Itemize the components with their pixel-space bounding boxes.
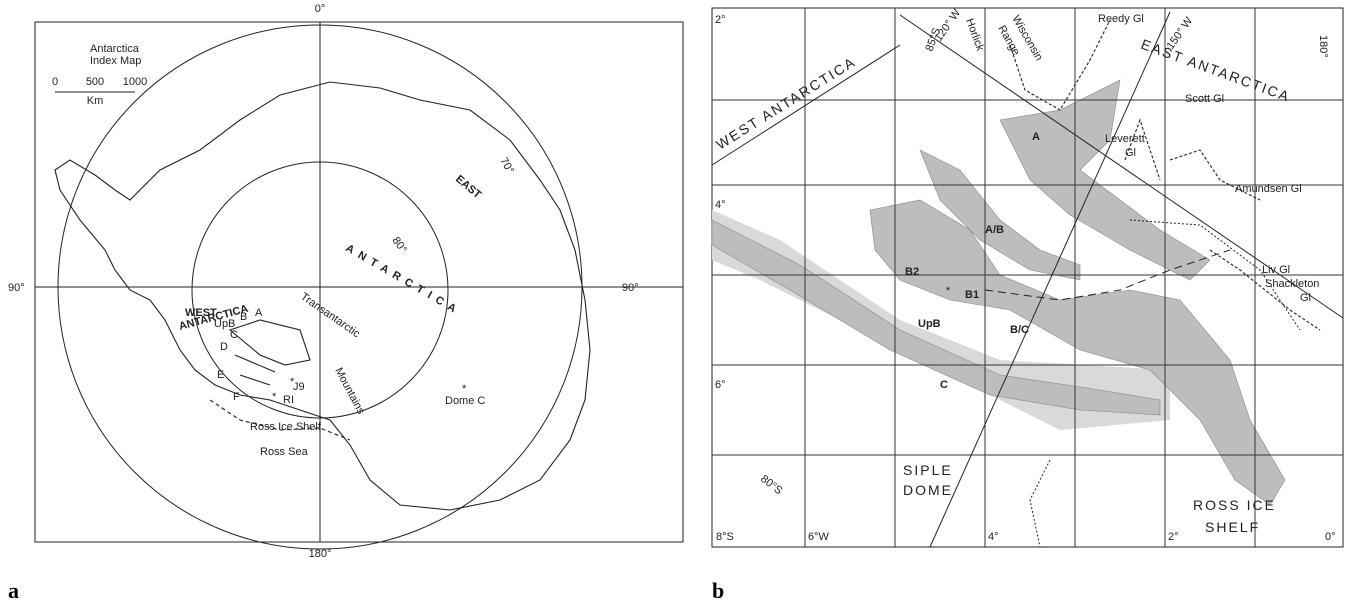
region-label: DOME	[903, 482, 953, 498]
grid-label: 4°	[988, 531, 999, 543]
map-title: Index Map	[90, 55, 141, 67]
scale-tick: 500	[86, 76, 104, 88]
ice-stream-label: D	[220, 341, 228, 353]
ice-stream-label: F	[233, 391, 240, 403]
site-marker: *	[272, 391, 277, 403]
scale-tick: 0	[52, 76, 58, 88]
panel-label: a	[8, 578, 19, 603]
site-marker: *	[946, 285, 951, 297]
ice-stream-label: A	[1032, 131, 1040, 143]
feature-label: Ross Ice Shelf	[250, 421, 322, 433]
ice-stream-label: C	[940, 379, 948, 391]
glacier-label: Liv Gl	[1262, 264, 1290, 276]
longitude-label: 180°	[309, 548, 332, 560]
ice-streams-outline	[230, 320, 310, 385]
glacier-label: Gl	[1125, 147, 1136, 159]
longitude-label: 0°	[315, 3, 326, 15]
region-label: WEST ANTARCTICA	[713, 53, 859, 152]
ice-stream-label: B/C	[1010, 324, 1029, 336]
figure: 0° 90° 90° 180° 70° 80° Antarctica Index…	[0, 0, 1358, 603]
region-label: EAST	[453, 173, 483, 201]
scale-tick: 1000	[123, 76, 147, 88]
meridian-label: 180°	[1317, 35, 1329, 58]
scale-unit: Km	[87, 95, 104, 107]
ice-stream-label: UpB	[918, 318, 941, 330]
panel-b: 2° 4° 6° 8°S 6°W 4° 2° 0° 85°S 120° W 15…	[712, 7, 1343, 603]
grid-label: 2°	[715, 14, 726, 26]
glacier-label: Scott Gl	[1185, 93, 1224, 105]
panel-a: 0° 90° 90° 180° 70° 80° Antarctica Index…	[8, 3, 683, 603]
site-marker: *	[462, 383, 467, 395]
grid-label: 6°W	[808, 531, 830, 543]
glacier-label: Amundsen Gl	[1235, 183, 1302, 195]
ice-stream-label: A/B	[985, 224, 1004, 236]
meridian-label: 120° W	[933, 7, 964, 44]
region-label: ROSS ICE	[1193, 497, 1276, 513]
longitude-label: 90°	[8, 282, 25, 294]
glacier-label: Leverett	[1105, 133, 1145, 145]
grid-label: 4°	[715, 199, 726, 211]
latitude-label: 70°	[497, 156, 516, 176]
ice-stream-label: A	[255, 307, 263, 319]
ice-stream-label: B1	[965, 289, 979, 301]
feature-label: Dome C	[445, 395, 485, 407]
site-label: RI	[283, 394, 294, 406]
region-label: ANTARCTICA	[344, 242, 464, 318]
region-label: SHELF	[1205, 519, 1260, 535]
grid-label: 8°S	[716, 531, 734, 543]
meridian	[712, 45, 900, 165]
feature-label: Ross Sea	[260, 446, 309, 458]
ice-stream-label: B	[240, 311, 247, 323]
longitude-label: 90°	[622, 282, 639, 294]
feature-label: Transantarctic	[298, 291, 362, 341]
site-label: J9	[293, 381, 305, 393]
map-title: Antarctica	[90, 43, 140, 55]
coastline	[55, 82, 590, 510]
ice-stream-label: B2	[905, 266, 919, 278]
ice-stream-label: C	[230, 329, 238, 341]
panel-label: b	[712, 578, 724, 603]
meridian-label: 80°S	[758, 473, 784, 497]
ice-stream-label: E	[217, 369, 224, 381]
grid-label: 2°	[1168, 531, 1179, 543]
glacier-label: Shackleton	[1265, 278, 1319, 290]
glacier-label: Horlick	[963, 17, 986, 53]
glacier-label: Reedy Gl	[1098, 13, 1144, 25]
grid-label: 6°	[715, 379, 726, 391]
feature-label: Mountains	[332, 366, 367, 417]
latitude-label: 80°	[390, 235, 409, 256]
glacier-label: Gl	[1300, 292, 1311, 304]
map-frame	[35, 22, 683, 542]
region-label: SIPLE	[903, 462, 953, 478]
grid-label: 0°	[1325, 531, 1336, 543]
